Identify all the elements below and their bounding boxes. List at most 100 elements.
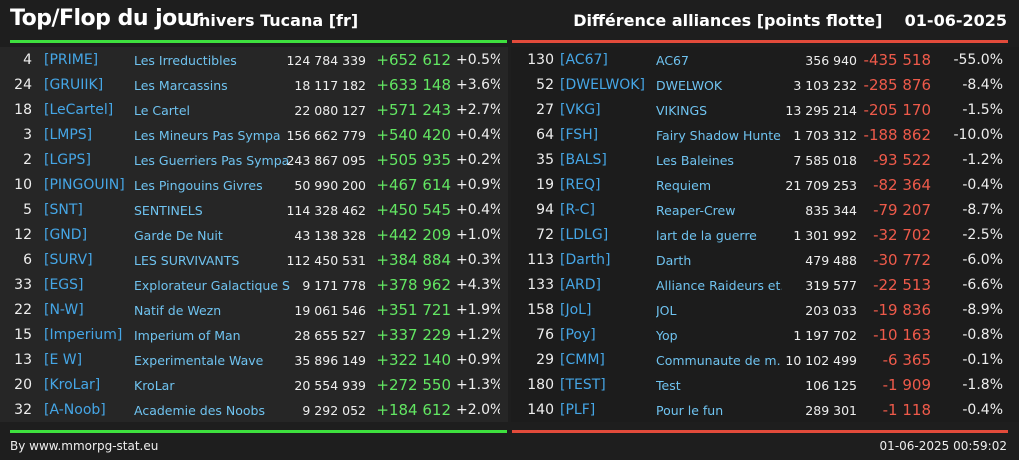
- alliance-tag-link[interactable]: [GND]: [44, 227, 88, 243]
- alliance-tag-link[interactable]: [N-W]: [44, 302, 84, 318]
- alliance-name-link[interactable]: lart de la guerre: [656, 228, 757, 243]
- alliance-tag-link[interactable]: [ARD]: [560, 277, 602, 293]
- rank-cell: 76: [536, 327, 554, 343]
- alliance-tag-link[interactable]: [Imperium]: [44, 327, 123, 343]
- rank-cell: 158: [527, 302, 554, 318]
- alliance-tag-link[interactable]: [DWELWOK]: [560, 77, 645, 93]
- alliance-row: 130 [AC67] AC67 356 940 -435 518 -55.0%: [511, 47, 1019, 72]
- alliance-row: 10 [PINGOUIN] Les Pingouins Givres 50 990 2…: [0, 172, 508, 197]
- alliance-name-link[interactable]: Experimentale Wave: [134, 353, 264, 368]
- alliance-name-link[interactable]: VIKINGS: [656, 103, 708, 118]
- alliance-tag-link[interactable]: [EGS]: [44, 277, 84, 293]
- alliance-row: 76 [Poy] Yop 1 197 702 -10 163 -0.8%: [511, 322, 1019, 347]
- alliance-tag-link[interactable]: [REQ]: [560, 177, 601, 193]
- delta-cell: +322 140: [376, 351, 451, 369]
- delta-cell: -1 118: [882, 401, 931, 419]
- alliance-name-link[interactable]: Yop: [656, 328, 678, 343]
- alliance-row: 52 [DWELWOK] DWELWOK 3 103 232 -285 876 -8.4%: [511, 72, 1019, 97]
- alliance-name-link[interactable]: JOL: [656, 303, 677, 318]
- alliance-name-link[interactable]: Academie des Noobs: [134, 403, 266, 418]
- alliance-name-link[interactable]: DWELWOK: [656, 78, 723, 93]
- alliance-tag-link[interactable]: [TEST]: [560, 377, 606, 393]
- points-cell: 112 450 531: [286, 253, 366, 268]
- alliance-name-link[interactable]: Les Baleines: [656, 153, 734, 168]
- alliance-tag-link[interactable]: [SURV]: [44, 252, 93, 268]
- alliance-name-link[interactable]: SENTINELS: [134, 203, 203, 218]
- alliance-tag-link[interactable]: [PRIME]: [44, 52, 99, 68]
- points-cell: 9 171 778: [302, 278, 366, 293]
- alliance-name-link[interactable]: AC67: [656, 53, 689, 68]
- alliance-tag-link[interactable]: [R-C]: [560, 202, 595, 218]
- alliance-name-link[interactable]: KroLar: [134, 378, 175, 393]
- alliance-name-link[interactable]: Les Pingouins Givres: [134, 178, 263, 193]
- alliance-tag-link[interactable]: [GRUIIK]: [44, 77, 104, 93]
- delta-cell: -32 702: [873, 226, 931, 244]
- alliance-name-link[interactable]: Les Irreductibles: [134, 53, 237, 68]
- alliance-name-link[interactable]: Les Guerriers Pas Sympas: [134, 153, 290, 168]
- alliance-tag-link[interactable]: [KroLar]: [44, 377, 101, 393]
- percent-cell: +0.9%: [456, 352, 500, 368]
- alliance-name-link[interactable]: Alliance Raideurs et…: [656, 278, 782, 293]
- alliance-tag-link[interactable]: [FSH]: [560, 127, 599, 143]
- alliance-name-link[interactable]: Les Marcassins: [134, 78, 228, 93]
- alliance-tag-link[interactable]: [PLF]: [560, 402, 596, 418]
- site-credit[interactable]: By www.mmorpg-stat.eu: [10, 439, 159, 453]
- alliance-tag-link[interactable]: [Darth]: [560, 252, 611, 268]
- alliance-tag-link[interactable]: [Poy]: [560, 327, 596, 343]
- alliance-tag-link[interactable]: [SNT]: [44, 202, 83, 218]
- alliance-name-link[interactable]: Darth: [656, 253, 692, 268]
- alliance-name-link[interactable]: Explorateur Galactique S: [134, 278, 290, 293]
- delta-cell: -10 163: [873, 326, 931, 344]
- delta-cell: +184 612: [376, 401, 451, 419]
- alliance-tag-link[interactable]: [LeCartel]: [44, 102, 114, 118]
- alliance-tag-link[interactable]: [AC67]: [560, 52, 608, 68]
- alliance-tag-link[interactable]: [CMM]: [560, 352, 605, 368]
- alliance-tag-link[interactable]: [JoL]: [560, 302, 592, 318]
- alliance-name-link[interactable]: Requiem: [656, 178, 712, 193]
- delta-cell: +652 612: [376, 51, 451, 69]
- alliance-tag-link[interactable]: [LGPS]: [44, 152, 91, 168]
- alliance-name-link[interactable]: Communaute de m…: [656, 353, 782, 368]
- alliance-tag-link[interactable]: [LMPS]: [44, 127, 93, 143]
- page-title: Top/Flop du jour: [10, 6, 203, 31]
- percent-cell: +3.6%: [456, 77, 500, 93]
- delta-cell: -82 364: [873, 176, 931, 194]
- percent-cell: +2.0%: [456, 402, 500, 418]
- alliance-name-link[interactable]: Fairy Shadow Hunter: [656, 128, 782, 143]
- percent-cell: -55.0%: [953, 52, 1003, 68]
- percent-cell: +1.2%: [456, 327, 500, 343]
- points-cell: 156 662 779: [286, 128, 366, 143]
- alliance-name-link[interactable]: Garde De Nuit: [134, 228, 223, 243]
- alliance-name-link[interactable]: Natif de Wezn: [134, 303, 222, 318]
- delta-cell: +633 148: [376, 76, 451, 94]
- alliance-tag-link[interactable]: [LDLG]: [560, 227, 609, 243]
- points-cell: 3 103 232: [793, 78, 857, 93]
- alliance-name-link[interactable]: LES SURVIVANTS: [134, 253, 240, 268]
- alliance-name-link[interactable]: Imperium of Man: [134, 328, 241, 343]
- server-name: Univers Tucana [fr]: [186, 11, 359, 30]
- top-losers-panel: 130 [AC67] AC67 356 940 -435 518 -55.0% 52 [DWE…: [511, 47, 1019, 422]
- alliance-tag-link[interactable]: [PINGOUIN]: [44, 177, 125, 193]
- rank-cell: 32: [14, 402, 32, 418]
- alliance-name-link[interactable]: Les Mineurs Pas Sympa: [134, 128, 281, 143]
- alliance-row: 13 [E W] Experimentale Wave 35 896 149 +322 …: [0, 347, 508, 372]
- alliance-row: 33 [EGS] Explorateur Galactique S 9 171 778…: [0, 272, 508, 297]
- alliance-tag-link[interactable]: [A-Noob]: [44, 402, 106, 418]
- rank-cell: 15: [14, 327, 32, 343]
- alliance-tag-link[interactable]: [VKG]: [560, 102, 601, 118]
- points-cell: 9 292 052: [302, 403, 366, 418]
- delta-cell: -1 909: [882, 376, 931, 394]
- alliance-name-link[interactable]: Pour le fun: [656, 403, 724, 418]
- alliance-row: 18 [LeCartel] Le Cartel 22 080 127 +571 243 +…: [0, 97, 508, 122]
- alliance-name-link[interactable]: Reaper-Crew: [656, 203, 736, 218]
- percent-cell: -0.4%: [962, 177, 1003, 193]
- percent-cell: +0.5%: [456, 52, 500, 68]
- alliance-tag-link[interactable]: [E W]: [44, 352, 83, 368]
- delta-cell: +442 209: [376, 226, 451, 244]
- alliance-tag-link[interactable]: [BALS]: [560, 152, 607, 168]
- alliance-name-link[interactable]: Test: [656, 378, 681, 393]
- points-cell: 35 896 149: [294, 353, 366, 368]
- alliance-name-link[interactable]: Le Cartel: [134, 103, 190, 118]
- percent-cell: -0.8%: [962, 327, 1003, 343]
- rank-cell: 29: [536, 352, 554, 368]
